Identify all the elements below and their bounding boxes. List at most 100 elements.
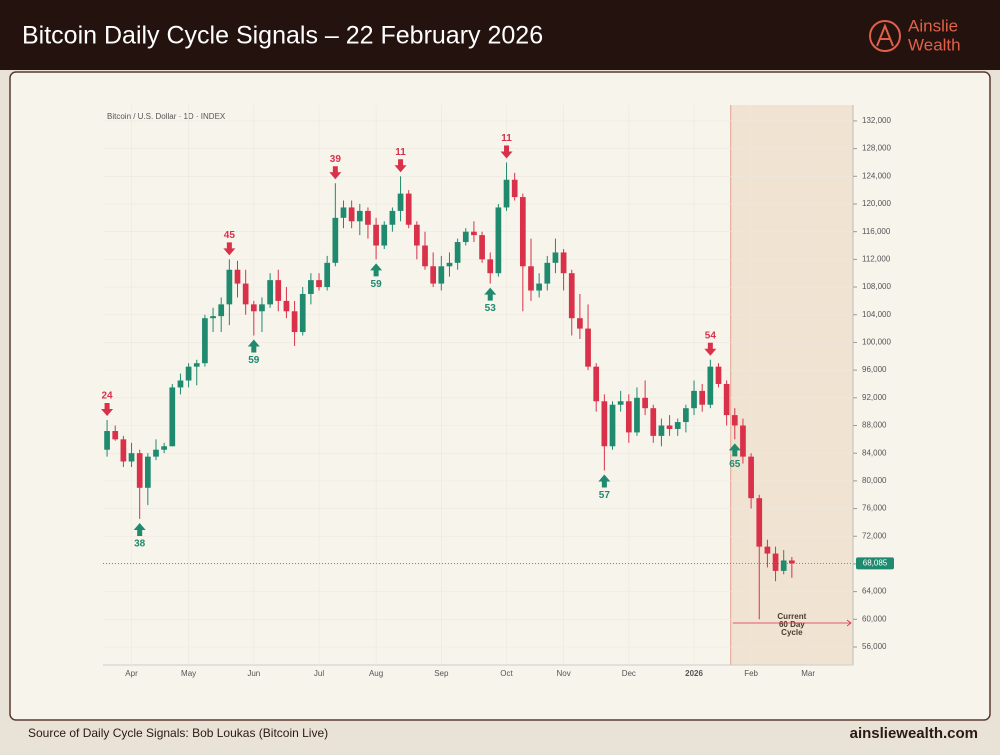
y-tick-label: 112,000 [862, 254, 891, 263]
candle-body [291, 311, 298, 333]
signal-label: 11 [395, 147, 406, 158]
signal-arrow [370, 263, 383, 277]
candle-body [780, 560, 787, 571]
candle-body [552, 252, 559, 263]
candle-body [430, 266, 437, 284]
candle-body [275, 280, 282, 301]
signal-arrow [329, 166, 342, 180]
signal-label: 11 [501, 133, 512, 144]
signal-label: 53 [485, 303, 497, 314]
candle-body [316, 280, 322, 288]
signal-label: 59 [371, 279, 383, 290]
candle-body [373, 224, 379, 246]
candle-body [479, 235, 485, 260]
header-bar [0, 0, 1000, 70]
candle-body [699, 390, 706, 405]
cycle-label: Cycle [781, 628, 803, 637]
x-tick-label: Aug [369, 669, 383, 678]
last-price-tag [856, 557, 894, 570]
signal-label: 39 [330, 154, 342, 165]
candle-body [528, 266, 534, 291]
x-tick-label: Jun [247, 669, 260, 678]
candle-body [112, 431, 119, 440]
candle-body [161, 446, 167, 450]
y-tick-label: 128,000 [862, 144, 891, 153]
signal-arrow [394, 159, 407, 173]
candle-body [185, 366, 192, 381]
candle-body [462, 231, 469, 243]
candle-body [405, 193, 412, 225]
candle-body [259, 304, 265, 312]
candle-body [691, 390, 697, 409]
candle-body [495, 207, 502, 274]
candle-body [544, 262, 551, 284]
candle-body [202, 318, 208, 364]
candle-body [153, 449, 159, 457]
x-tick-label: 2026 [685, 669, 703, 678]
candle-body [715, 366, 722, 384]
chart-subtitle: Bitcoin / U.S. Dollar · 1D · INDEX [107, 112, 226, 121]
signal-arrow [133, 522, 146, 536]
y-tick-label: 56,000 [862, 642, 887, 651]
candle-body [136, 453, 143, 488]
signal-arrow [247, 339, 260, 353]
y-tick-label: 88,000 [862, 421, 887, 430]
candle-body [601, 401, 608, 447]
candle-body [568, 273, 575, 319]
candle-body [438, 266, 445, 284]
candle-body [308, 280, 314, 294]
candle-body [756, 498, 763, 547]
candle-body [707, 366, 714, 405]
candle-body [340, 207, 347, 218]
candle-body [242, 283, 249, 305]
candle-body [218, 304, 225, 317]
x-tick-label: Jul [314, 669, 324, 678]
x-tick-label: Nov [556, 669, 570, 678]
signal-arrow [484, 287, 497, 301]
logo-text: Ainslie [908, 16, 958, 35]
candle-body [642, 397, 648, 409]
candle-body [365, 210, 371, 225]
candle-body [740, 425, 746, 457]
x-tick-label: Dec [622, 669, 636, 678]
y-tick-label: 76,000 [862, 504, 887, 513]
signal-arrow [223, 242, 236, 256]
y-tick-label: 80,000 [862, 476, 887, 485]
candle-body [193, 363, 200, 367]
candle-body [577, 318, 583, 329]
candle-body [210, 316, 216, 319]
candle-body [666, 425, 673, 429]
candle-body [658, 425, 665, 436]
signal-arrow [704, 342, 717, 356]
logo: Ainslie Wealth [869, 16, 961, 54]
signal-label: 24 [102, 391, 114, 402]
x-tick-label: Mar [801, 669, 815, 678]
candle-body [267, 280, 273, 305]
candle-body [324, 262, 331, 288]
candle-body [511, 179, 518, 198]
candle-body [503, 179, 510, 208]
candle-body [128, 453, 135, 462]
candle-body [356, 210, 363, 222]
candle-body [723, 383, 730, 416]
candle-body [169, 387, 176, 447]
candle-body [226, 269, 233, 305]
candle-body [683, 408, 689, 423]
y-tick-label: 60,000 [862, 614, 887, 623]
x-tick-label: Sep [434, 669, 449, 678]
candle-body [772, 553, 779, 571]
plot: 56,00060,00064,00068,00072,00076,00080,0… [101, 105, 894, 678]
signal-arrow [500, 145, 513, 159]
candle-body [397, 193, 404, 211]
candle-body [609, 404, 616, 447]
candle-body [748, 456, 754, 499]
candle-body [487, 259, 494, 274]
candle-body [299, 293, 306, 333]
signal-label: 59 [248, 355, 260, 366]
y-tick-label: 64,000 [862, 587, 887, 596]
y-tick-label: 84,000 [862, 448, 887, 457]
candle-body [120, 439, 127, 462]
signal-label: 38 [134, 539, 146, 550]
